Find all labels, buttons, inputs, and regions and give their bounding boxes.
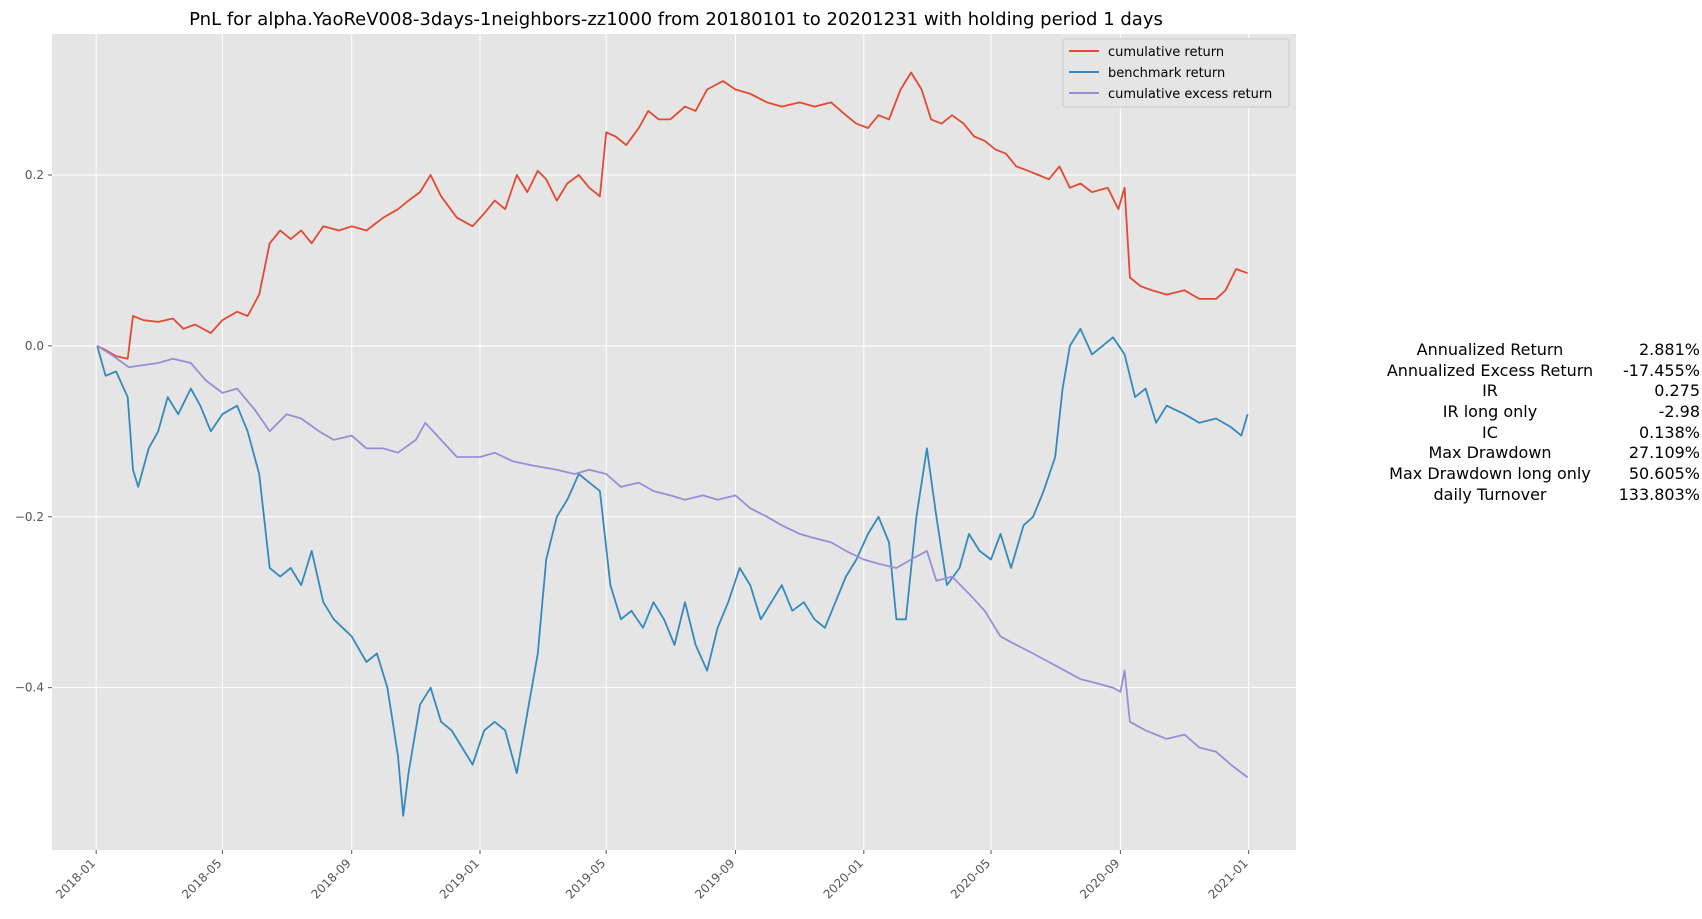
stat-value: 0.275 [1654, 381, 1700, 401]
stat-row: IR long only -2.98 [1370, 402, 1700, 423]
stat-row: IR 0.275 [1370, 381, 1700, 402]
series-line-benchmark-return [96, 327, 1249, 817]
stat-value: 0.138% [1638, 422, 1700, 442]
stat-label: IR [1482, 381, 1498, 401]
stat-label: Annualized Excess Return [1386, 360, 1594, 380]
stat-label: Max Drawdown [1428, 443, 1552, 463]
legend: cumulative return benchmark return cumul… [1062, 38, 1290, 108]
legend-label-cumulative-return: cumulative return [1108, 45, 1224, 60]
stat-value: 133.803% [1618, 484, 1700, 504]
stat-row: Annualized Return 2.881% [1370, 340, 1700, 361]
stat-label: Max Drawdown long only [1389, 464, 1591, 484]
x-tick-label: 2020-01 [821, 856, 866, 901]
stats-table: Annualized Return 2.881% Annualized Exces… [1370, 340, 1700, 506]
y-tick-label: −0.4 [15, 681, 44, 695]
stat-label: Annualized Return [1416, 340, 1564, 359]
y-tick-label: 0.2 [25, 168, 44, 182]
stat-label: IC [1482, 422, 1498, 442]
y-tick-label: −0.2 [15, 510, 44, 524]
x-tick-label: 2018-05 [179, 856, 224, 901]
stat-row: Max Drawdown 27.109% [1370, 443, 1700, 464]
series-line-cumulative-excess-return [96, 345, 1249, 779]
stat-value: 27.109% [1628, 443, 1700, 463]
stat-value: -17.455% [1623, 360, 1700, 380]
x-tick-label: 2019-09 [692, 856, 737, 901]
series-lines [96, 71, 1249, 817]
stat-row: Annualized Excess Return -17.455% [1370, 361, 1700, 382]
legend-label-cumulative-excess-return: cumulative excess return [1108, 87, 1272, 102]
x-tick-label: 2020-09 [1077, 856, 1122, 901]
chart-title: PnL for alpha.YaoReV008-3days-1neighbors… [189, 9, 1163, 30]
x-tick-label: 2019-01 [437, 856, 482, 901]
stat-row: Max Drawdown long only 50.605% [1370, 464, 1700, 485]
stat-row: daily Turnover 133.803% [1370, 485, 1700, 506]
x-tick-label: 2019-05 [563, 856, 608, 901]
x-tick-label: 2021-01 [1205, 856, 1250, 901]
plot-area [52, 34, 1296, 850]
x-tick-label: 2020-05 [948, 856, 993, 901]
series-line-cumulative-return [96, 71, 1248, 360]
stat-label: daily Turnover [1433, 484, 1547, 504]
y-tick-label: 0.0 [25, 339, 44, 353]
stat-label: IR long only [1442, 402, 1538, 422]
stat-value: -2.98 [1658, 402, 1700, 422]
grid [52, 34, 1296, 850]
stat-value: 50.605% [1628, 464, 1700, 484]
x-tick-label: 2018-01 [53, 856, 98, 901]
legend-label-benchmark-return: benchmark return [1108, 66, 1225, 81]
legend-box [1062, 38, 1290, 108]
x-tick-label: 2018-09 [308, 856, 353, 901]
stat-value: 2.881% [1638, 340, 1700, 359]
stat-row: IC 0.138% [1370, 423, 1700, 444]
